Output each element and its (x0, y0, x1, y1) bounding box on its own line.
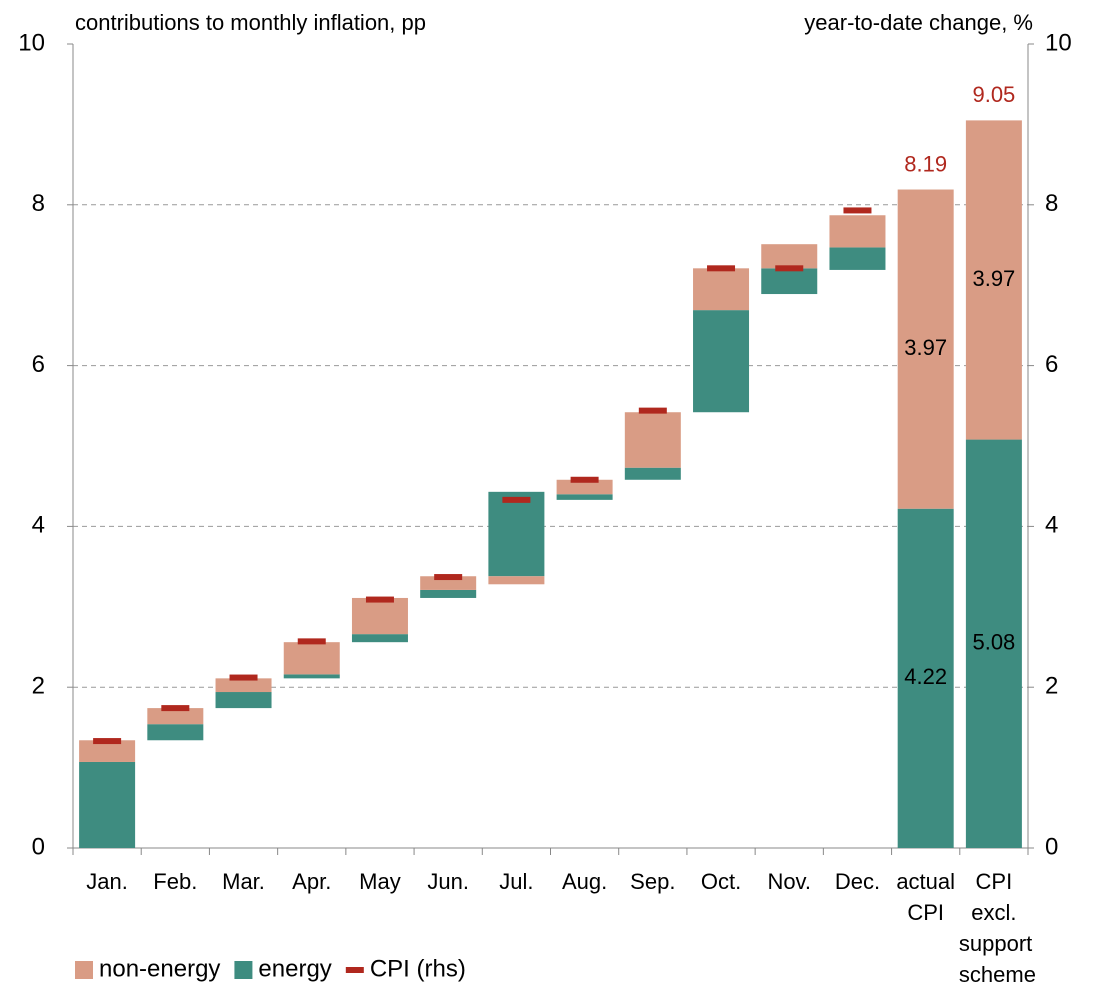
bar-segment (761, 268, 818, 295)
bar-segment (215, 692, 272, 709)
x-tick-label: Jun. (427, 869, 469, 894)
x-tick-label: Jan. (86, 869, 128, 894)
bar-segment (488, 576, 545, 585)
bar-segment (79, 740, 136, 762)
cpi-marker (434, 574, 463, 581)
cpi-marker (707, 265, 736, 272)
x-tick-label: Dec. (834, 869, 881, 894)
bar-segment (624, 467, 681, 480)
y-tick-label: 8 (32, 190, 45, 217)
x-tick-label: Sep. (630, 869, 676, 894)
data-label: 3.97 (972, 266, 1015, 291)
cpi-marker (161, 705, 190, 712)
y-tick-label: 0 (32, 833, 45, 860)
y2-tick-label: 0 (1045, 833, 1058, 860)
bar-segment (147, 724, 204, 741)
bar-segment (693, 310, 750, 413)
bar-segment (556, 479, 613, 495)
x-tick-label: Apr. (292, 869, 332, 894)
cpi-marker (365, 596, 394, 603)
bar-segment (624, 412, 681, 468)
x-tick-label: May (359, 869, 401, 894)
bar-segment (965, 120, 1022, 440)
total-label: 8.19 (904, 151, 947, 176)
bar-segment (488, 491, 545, 577)
legend-label: CPI (rhs) (370, 955, 466, 982)
bar-segment (283, 642, 340, 675)
cpi-marker (297, 638, 326, 645)
bar-segment (351, 597, 408, 635)
data-label: 4.22 (904, 664, 947, 689)
y2-tick-label: 6 (1045, 351, 1058, 378)
x-tick-label: Jul. (499, 869, 534, 894)
bar-segment (897, 508, 954, 848)
bar-segment (420, 589, 477, 598)
cpi-marker (775, 265, 804, 272)
bar-segment (351, 634, 408, 643)
x-tick-label: Feb. (153, 869, 198, 894)
legend-swatch (75, 961, 93, 979)
bar-segment (283, 674, 340, 679)
y-tick-label: 10 (18, 29, 45, 56)
legend-swatch (234, 961, 253, 979)
cpi-marker (570, 476, 599, 483)
cpi-marker (502, 496, 531, 503)
x-tick-label: CPI excl. support scheme (958, 869, 1036, 987)
bar-segment (761, 244, 818, 269)
x-tick-label: Aug. (561, 869, 608, 894)
cpi-marker (843, 207, 872, 214)
bar-segment (965, 439, 1022, 848)
bar-segment (147, 708, 204, 725)
legend-swatch (345, 967, 364, 973)
y-tick-label: 6 (32, 351, 45, 378)
y2-tick-label: 2 (1045, 673, 1058, 700)
cpi-marker (93, 738, 122, 745)
bar-segment (693, 268, 750, 311)
bar-segment (897, 189, 954, 509)
y2-axis-label: year-to-date change, % (804, 10, 1033, 35)
bar-segment (829, 247, 886, 270)
bar-segment (829, 215, 886, 248)
cpi-marker (229, 674, 258, 681)
x-tick-label: Oct. (700, 869, 742, 894)
y-axis-label: contributions to monthly inflation, pp (75, 10, 426, 35)
x-tick-label: Mar. (222, 869, 265, 894)
data-label: 5.08 (972, 630, 1015, 655)
y2-tick-label: 8 (1045, 190, 1058, 217)
legend-label: non-energy (99, 955, 220, 982)
legend-label: energy (258, 955, 331, 982)
x-tick-label: Nov. (767, 869, 812, 894)
bar-segment (79, 761, 136, 848)
bar-segment (215, 678, 272, 693)
total-label: 9.05 (972, 82, 1015, 107)
y-tick-label: 2 (32, 673, 45, 700)
bar-segment (556, 494, 613, 500)
y-tick-label: 4 (32, 512, 45, 539)
data-label: 3.97 (904, 335, 947, 360)
y2-tick-label: 10 (1045, 29, 1072, 56)
y2-tick-label: 4 (1045, 512, 1058, 539)
cpi-marker (638, 407, 667, 414)
x-tick-label: actual CPI (896, 869, 956, 925)
